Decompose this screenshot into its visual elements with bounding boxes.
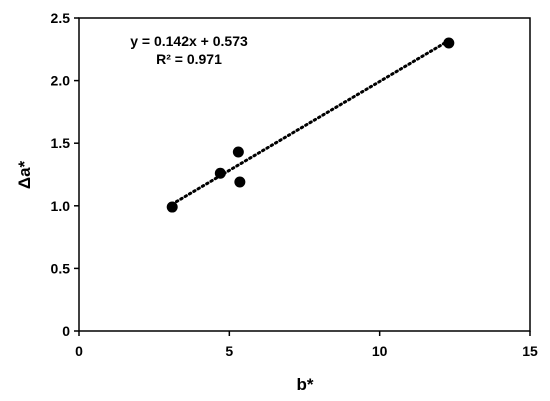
data-point xyxy=(234,176,246,188)
y-tick-label: 0.5 xyxy=(51,260,71,276)
axis-ticks xyxy=(74,17,531,336)
equation-label: y = 0.142x + 0.573 xyxy=(130,33,248,49)
data-points xyxy=(166,37,455,213)
y-tick-label: 2.5 xyxy=(51,10,71,26)
axis-tick-labels: 0 5 10 15 0 0.5 1.0 1.5 2.0 2.5 xyxy=(51,10,538,359)
y-tick-label: 0 xyxy=(62,323,70,339)
y-tick-label: 2.0 xyxy=(51,73,71,89)
data-point xyxy=(166,201,178,213)
y-tick-label: 1.0 xyxy=(51,198,71,214)
data-point xyxy=(232,146,244,158)
x-tick-label: 10 xyxy=(372,343,388,359)
r-squared-label: R² = 0.971 xyxy=(156,51,222,67)
x-tick-label: 0 xyxy=(75,343,83,359)
plot-area xyxy=(78,17,531,332)
data-point xyxy=(214,167,226,179)
y-axis-title: Δa* xyxy=(15,160,34,189)
data-point xyxy=(443,37,455,49)
x-axis-title: b* xyxy=(297,375,314,394)
x-tick-label: 15 xyxy=(522,343,538,359)
y-tick-label: 1.5 xyxy=(51,135,71,151)
x-tick-label: 5 xyxy=(225,343,233,359)
